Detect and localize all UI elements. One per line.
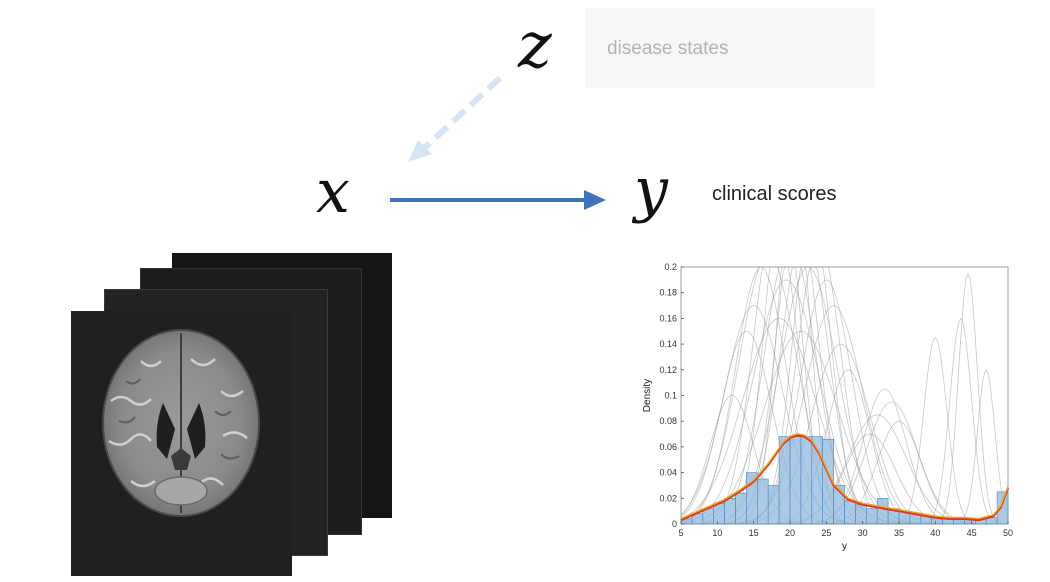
histogram-bar [724, 498, 736, 525]
density-fit-orange-line [680, 433, 1009, 520]
histogram-bar [757, 478, 769, 525]
x-tick-label: 35 [894, 528, 904, 538]
y-axis-label: Density [642, 379, 653, 412]
density-fit-red-line [680, 434, 1010, 522]
histogram-bar [996, 491, 1009, 525]
histogram-bar [866, 508, 878, 525]
disease-states-label: disease states [607, 38, 729, 59]
y-tick-label: 0.14 [659, 339, 677, 349]
y-tick-label: 0.2 [664, 262, 677, 272]
x-tick-label: 45 [967, 528, 977, 538]
z-to-x-arrowhead [408, 140, 432, 162]
x-tick-label: 30 [858, 528, 868, 538]
y-tick-label: 0.1 [664, 391, 677, 401]
x-tick-label: 10 [712, 528, 722, 538]
x-tick-label: 15 [749, 528, 759, 538]
histogram-bar [789, 436, 802, 525]
y-tick-label: 0.06 [659, 442, 677, 452]
x-tick-label: 20 [785, 528, 795, 538]
histogram-bar [713, 503, 725, 525]
mri-slice-front [71, 311, 292, 576]
latent-variable-z: z [518, 9, 552, 83]
histogram-bar [876, 498, 889, 525]
histogram-bar [855, 504, 867, 525]
plot-area [680, 266, 1009, 525]
x-tick-label: 50 [1003, 528, 1013, 538]
x-tick-label: 40 [930, 528, 940, 538]
y-tick-label: 0.16 [659, 313, 677, 323]
output-variable-y: y [634, 155, 668, 225]
histogram-bar [778, 436, 791, 525]
histogram-bar [767, 485, 780, 525]
y-tick-label: 0.02 [659, 493, 677, 503]
density-chart: 5 10 15 20 25 30 35 40 45 50 0 0.02 0.04 0.06 0.08 0.1 0… [642, 262, 1013, 552]
y-tick-label: 0 [672, 519, 677, 529]
disease-states-highlight [585, 8, 875, 88]
x-to-y-arrowhead [584, 190, 606, 210]
histogram-bar [822, 438, 834, 525]
y-tick-label: 0.04 [659, 468, 677, 478]
clinical-scores-label: clinical scores [712, 183, 837, 205]
x-tick-label: 5 [678, 528, 683, 538]
y-tick-label: 0.08 [659, 416, 677, 426]
y-tick-label: 0.12 [659, 365, 677, 375]
x-tick-label: 25 [821, 528, 831, 538]
histogram-bar [800, 436, 813, 525]
histogram-bar [844, 500, 856, 525]
brain-image [102, 329, 260, 517]
x-axis-label: y [842, 541, 847, 552]
input-variable-x: x [316, 157, 350, 227]
z-to-x-dashed-arrow-shaft [417, 75, 503, 155]
histogram-bar [735, 492, 747, 525]
y-tick-label: 0.18 [659, 288, 677, 298]
